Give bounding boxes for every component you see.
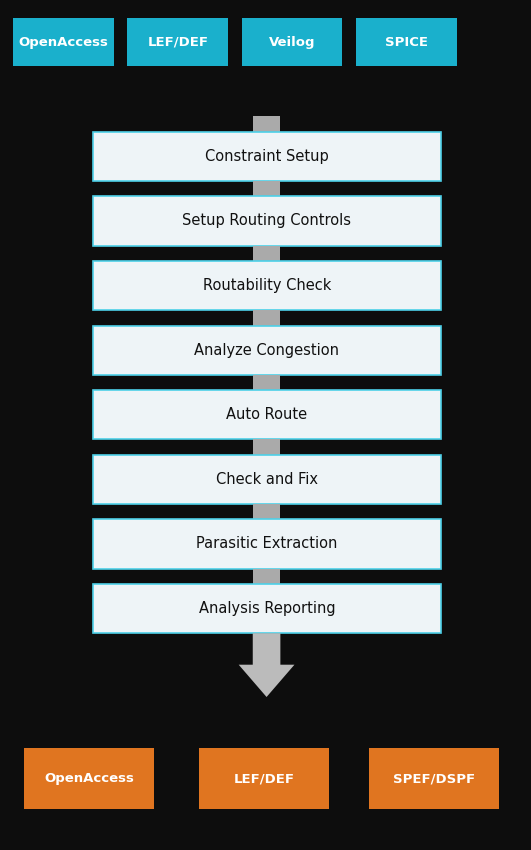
FancyBboxPatch shape bbox=[24, 748, 154, 809]
FancyBboxPatch shape bbox=[242, 18, 342, 66]
FancyBboxPatch shape bbox=[199, 748, 329, 809]
FancyBboxPatch shape bbox=[93, 584, 441, 633]
Text: Parasitic Extraction: Parasitic Extraction bbox=[196, 536, 338, 552]
Text: Analysis Reporting: Analysis Reporting bbox=[199, 601, 335, 616]
FancyBboxPatch shape bbox=[93, 196, 441, 246]
Text: OpenAccess: OpenAccess bbox=[19, 36, 109, 48]
Polygon shape bbox=[239, 633, 294, 697]
Text: LEF/DEF: LEF/DEF bbox=[234, 772, 295, 785]
FancyBboxPatch shape bbox=[93, 132, 441, 181]
FancyBboxPatch shape bbox=[369, 748, 499, 809]
Text: Check and Fix: Check and Fix bbox=[216, 472, 318, 487]
FancyBboxPatch shape bbox=[253, 569, 280, 584]
FancyBboxPatch shape bbox=[253, 116, 280, 132]
FancyBboxPatch shape bbox=[93, 455, 441, 504]
Text: Constraint Setup: Constraint Setup bbox=[205, 149, 329, 164]
FancyBboxPatch shape bbox=[356, 18, 457, 66]
FancyBboxPatch shape bbox=[127, 18, 228, 66]
FancyBboxPatch shape bbox=[93, 326, 441, 375]
Text: Setup Routing Controls: Setup Routing Controls bbox=[182, 213, 352, 229]
Text: Auto Route: Auto Route bbox=[226, 407, 307, 422]
FancyBboxPatch shape bbox=[93, 261, 441, 310]
Text: SPEF/DSPF: SPEF/DSPF bbox=[393, 772, 475, 785]
Text: Analyze Congestion: Analyze Congestion bbox=[194, 343, 339, 358]
FancyBboxPatch shape bbox=[253, 181, 280, 196]
FancyBboxPatch shape bbox=[253, 375, 280, 390]
FancyBboxPatch shape bbox=[253, 439, 280, 455]
Text: LEF/DEF: LEF/DEF bbox=[148, 36, 208, 48]
FancyBboxPatch shape bbox=[253, 246, 280, 261]
FancyBboxPatch shape bbox=[13, 18, 114, 66]
FancyBboxPatch shape bbox=[253, 310, 280, 326]
FancyBboxPatch shape bbox=[253, 504, 280, 519]
FancyBboxPatch shape bbox=[93, 390, 441, 439]
FancyBboxPatch shape bbox=[93, 519, 441, 569]
Text: OpenAccess: OpenAccess bbox=[44, 772, 134, 785]
Text: Veilog: Veilog bbox=[269, 36, 315, 48]
Text: SPICE: SPICE bbox=[385, 36, 427, 48]
Text: Routability Check: Routability Check bbox=[203, 278, 331, 293]
